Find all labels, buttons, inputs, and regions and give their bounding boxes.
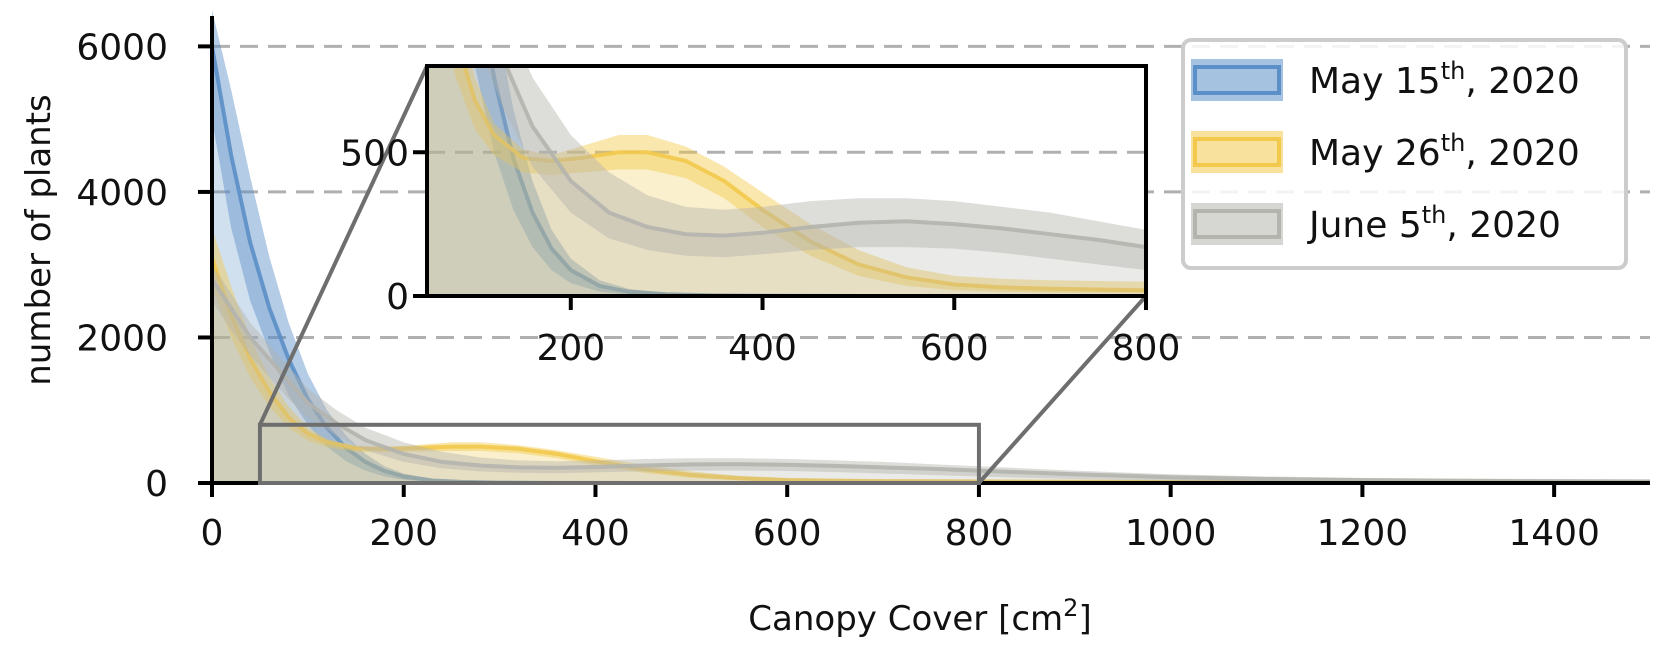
main-series-june-5-line bbox=[212, 278, 1650, 483]
zoom-connector-right bbox=[977, 294, 1148, 485]
legend-label-may-15: May 15th, 2020 bbox=[1309, 57, 1580, 102]
main-series-may-26-area bbox=[212, 257, 1650, 483]
legend-swatch-line-may-26 bbox=[1193, 137, 1281, 167]
inset-y-tick-label-0: 0 bbox=[386, 277, 409, 318]
legend-label-june-5: June 5th, 2020 bbox=[1307, 201, 1561, 246]
x-tick-label-400: 400 bbox=[561, 513, 630, 554]
zoom-indicator bbox=[257, 65, 1148, 485]
x-tick-label-1200: 1200 bbox=[1317, 513, 1409, 554]
y-tick-label-6000: 6000 bbox=[76, 27, 168, 68]
legend-swatch-line-june-5 bbox=[1193, 209, 1281, 239]
x-tick-label-200: 200 bbox=[369, 513, 438, 554]
inset-series-may-15-area bbox=[427, 66, 1146, 296]
inset-axes: 200 400 600 800 0 500 bbox=[340, 133, 1180, 369]
inset-series-may-26-area bbox=[427, 66, 1146, 296]
inset-series-june-5-line bbox=[504, 66, 1146, 250]
legend-box bbox=[1181, 38, 1628, 270]
inset-x-tick-label-800: 800 bbox=[1112, 328, 1181, 369]
inset-x-tick-label-400: 400 bbox=[728, 328, 797, 369]
inset-series-june-5-confidence-band bbox=[486, 66, 1146, 271]
x-tick-label-1400: 1400 bbox=[1508, 513, 1600, 554]
y-tick-label-2000: 2000 bbox=[76, 318, 168, 359]
legend: May 15th, 2020 May 26th, 2020 June 5th, 20… bbox=[1181, 38, 1628, 270]
x-tick-label-0: 0 bbox=[201, 513, 224, 554]
main-series-may-26-line bbox=[212, 256, 1650, 483]
zoom-region-box bbox=[257, 422, 981, 485]
inset-series-may-26-confidence-band bbox=[453, 66, 1146, 294]
inset-background bbox=[427, 66, 1146, 296]
inset-series-june-5-area bbox=[427, 66, 1146, 296]
inset-chart: 200 400 600 800 0 500 bbox=[340, 64, 1180, 369]
legend-swatch-line-may-15 bbox=[1193, 65, 1281, 95]
inset-y-tick-label-500: 500 bbox=[340, 133, 409, 174]
x-tick-label-800: 800 bbox=[945, 513, 1014, 554]
legend-label-may-26: May 26th, 2020 bbox=[1309, 129, 1580, 174]
y-axis-title: number of plants bbox=[19, 94, 59, 386]
inset-x-tick-label-600: 600 bbox=[920, 328, 989, 369]
x-tick-label-1000: 1000 bbox=[1125, 513, 1217, 554]
inset-x-tick-label-200: 200 bbox=[536, 328, 605, 369]
y-tick-label-4000: 4000 bbox=[76, 173, 168, 214]
x-tick-label-600: 600 bbox=[753, 513, 822, 554]
zoom-connector-left bbox=[258, 65, 429, 426]
inset-series-may-26-line bbox=[462, 66, 1146, 293]
x-axis-title: Canopy Cover [cm2] bbox=[748, 594, 1091, 639]
main-series-june-5-area bbox=[212, 279, 1650, 483]
y-tick-label-0: 0 bbox=[145, 464, 168, 505]
inset-frame bbox=[425, 64, 1148, 298]
